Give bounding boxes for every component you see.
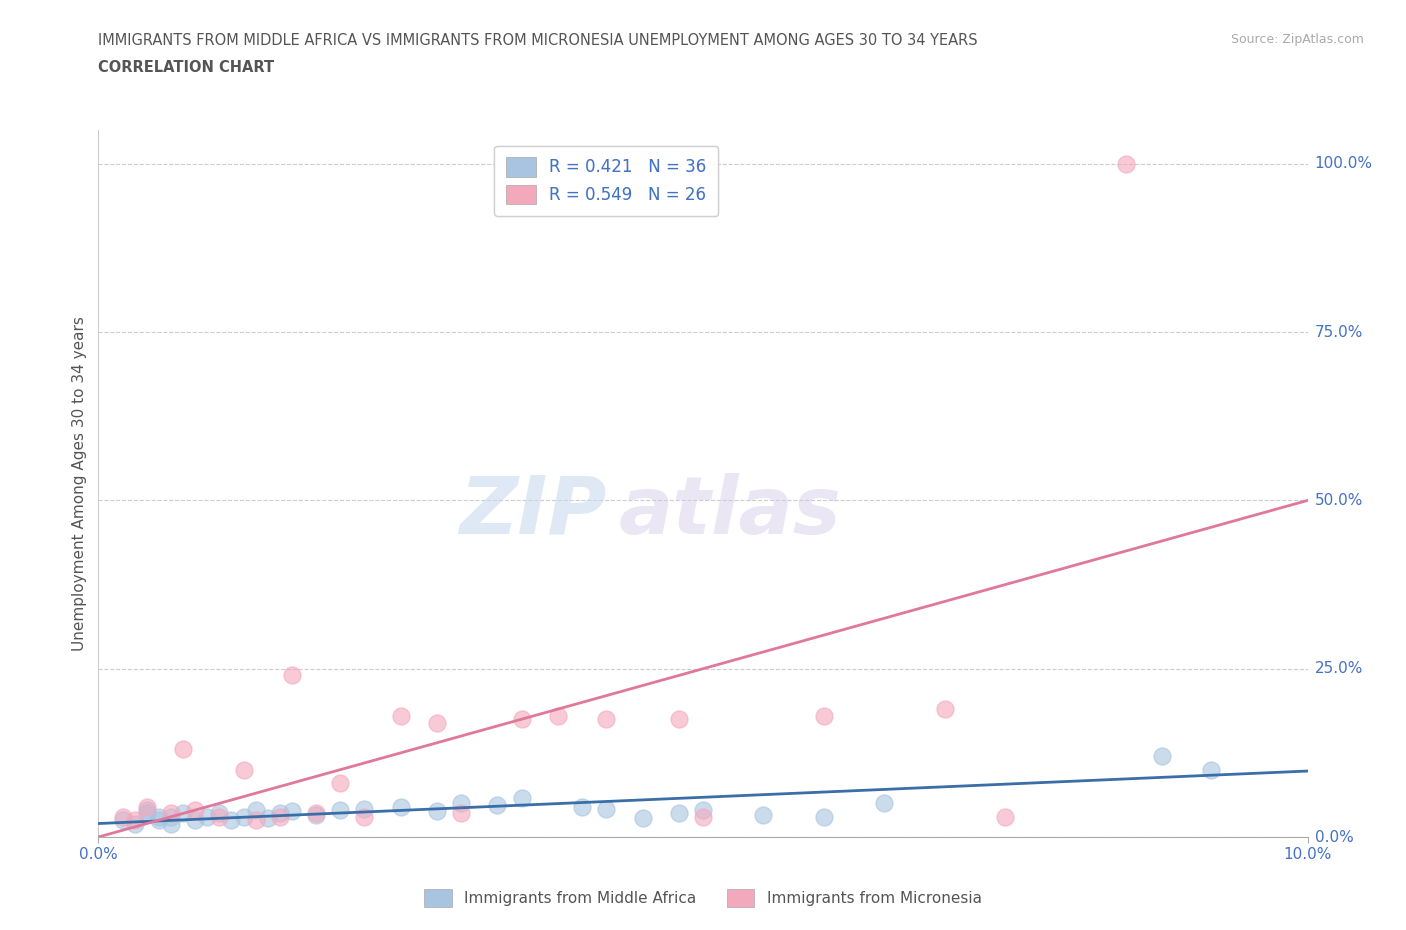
Point: [1152, 749, 1174, 764]
Point: [172, 806, 194, 821]
Point: [668, 711, 690, 726]
Point: [124, 817, 146, 831]
Point: [208, 809, 231, 824]
Point: [595, 802, 617, 817]
Point: [305, 808, 328, 823]
Text: 0.0%: 0.0%: [1315, 830, 1353, 844]
Point: [813, 709, 835, 724]
Point: [934, 701, 956, 716]
Point: [450, 796, 472, 811]
Point: [692, 809, 714, 824]
Point: [668, 806, 690, 821]
Point: [1199, 763, 1222, 777]
Text: Source: ZipAtlas.com: Source: ZipAtlas.com: [1230, 33, 1364, 46]
Y-axis label: Unemployment Among Ages 30 to 34 years: Unemployment Among Ages 30 to 34 years: [72, 316, 87, 651]
Point: [873, 796, 896, 811]
Point: [184, 803, 207, 817]
Point: [1115, 156, 1137, 171]
Text: CORRELATION CHART: CORRELATION CHART: [98, 60, 274, 75]
Point: [195, 809, 218, 824]
Point: [232, 809, 254, 824]
Point: [135, 803, 157, 817]
Point: [256, 811, 278, 826]
Point: [305, 806, 328, 821]
Point: [184, 813, 207, 828]
Point: [631, 811, 654, 826]
Point: [221, 813, 243, 828]
Text: 50.0%: 50.0%: [1315, 493, 1362, 508]
Point: [160, 809, 183, 824]
Point: [135, 799, 157, 814]
Text: 25.0%: 25.0%: [1315, 661, 1362, 676]
Point: [353, 809, 375, 824]
Point: [269, 806, 291, 821]
Point: [232, 763, 254, 777]
Point: [692, 803, 714, 817]
Point: [172, 742, 194, 757]
Point: [486, 797, 509, 812]
Text: atlas: atlas: [619, 472, 841, 551]
Point: [329, 776, 352, 790]
Point: [281, 804, 304, 818]
Point: [245, 803, 267, 817]
Point: [111, 813, 134, 828]
Point: [994, 809, 1017, 824]
Legend: R = 0.421   N = 36, R = 0.549   N = 26: R = 0.421 N = 36, R = 0.549 N = 26: [495, 146, 718, 216]
Point: [813, 809, 835, 824]
Text: ZIP: ZIP: [458, 472, 606, 551]
Point: [353, 802, 375, 817]
Point: [389, 709, 412, 724]
Point: [111, 809, 134, 824]
Point: [450, 806, 472, 821]
Point: [426, 715, 449, 730]
Point: [389, 799, 412, 814]
Point: [510, 711, 533, 726]
Point: [281, 668, 304, 683]
Text: 75.0%: 75.0%: [1315, 325, 1362, 339]
Point: [752, 808, 775, 823]
Point: [329, 803, 352, 817]
Point: [135, 806, 157, 821]
Point: [571, 799, 593, 814]
Point: [160, 817, 183, 831]
Point: [124, 813, 146, 828]
Point: [595, 711, 617, 726]
Legend: Immigrants from Middle Africa, Immigrants from Micronesia: Immigrants from Middle Africa, Immigrant…: [418, 884, 988, 913]
Point: [245, 813, 267, 828]
Point: [148, 813, 170, 828]
Point: [269, 809, 291, 824]
Point: [160, 806, 183, 821]
Point: [547, 709, 569, 724]
Point: [510, 790, 533, 805]
Text: 100.0%: 100.0%: [1315, 156, 1372, 171]
Text: IMMIGRANTS FROM MIDDLE AFRICA VS IMMIGRANTS FROM MICRONESIA UNEMPLOYMENT AMONG A: IMMIGRANTS FROM MIDDLE AFRICA VS IMMIGRA…: [98, 33, 979, 47]
Point: [426, 804, 449, 818]
Point: [148, 809, 170, 824]
Point: [208, 806, 231, 821]
